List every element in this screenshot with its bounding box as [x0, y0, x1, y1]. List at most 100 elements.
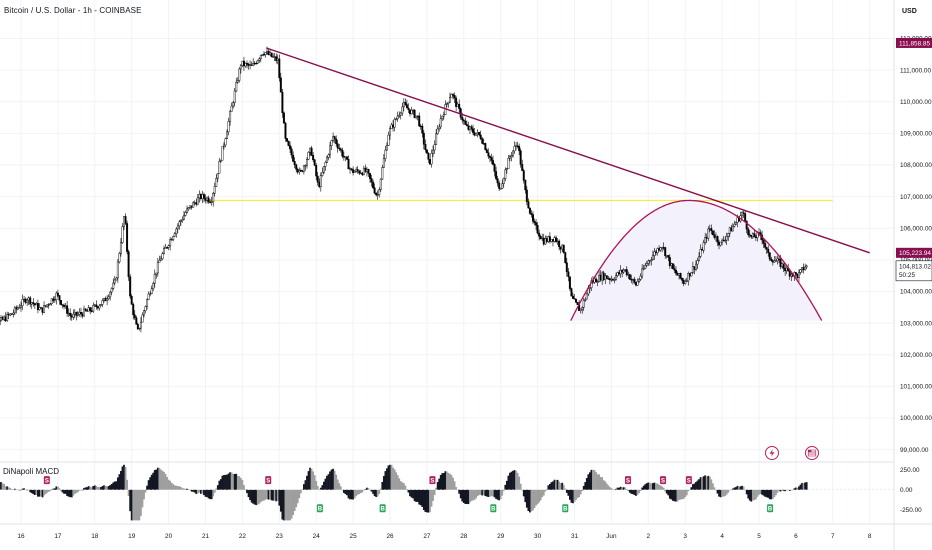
macd-bar	[502, 489, 505, 491]
macd-bar	[284, 489, 287, 521]
macd-bar	[553, 479, 556, 490]
candle-body	[475, 133, 478, 136]
candle-body	[147, 293, 150, 300]
candle-body	[372, 181, 375, 189]
signal-label: S	[661, 478, 665, 484]
candle-body	[273, 56, 276, 58]
candle-body	[439, 118, 442, 128]
trendline-price-tag[interactable]	[896, 37, 932, 48]
candle-body	[633, 279, 636, 283]
macd-bar	[207, 489, 210, 499]
candle-body	[292, 154, 295, 162]
macd-bar	[32, 489, 35, 495]
macd-bar	[613, 489, 616, 491]
signal-badge[interactable]	[316, 504, 323, 513]
candle-body	[29, 297, 32, 305]
candle-body	[384, 149, 387, 159]
macd-bar	[625, 489, 628, 490]
macd-bar	[529, 489, 531, 513]
candle-body	[253, 62, 256, 65]
candle-body	[608, 278, 611, 281]
macd-bar	[33, 489, 36, 496]
macd-bar	[361, 489, 364, 493]
signal-badge[interactable]	[660, 476, 667, 485]
candle-body	[409, 109, 411, 114]
macd-bar	[366, 487, 368, 490]
macd-bar	[524, 489, 527, 503]
macd-bar	[801, 482, 803, 490]
macd-bar	[21, 488, 24, 490]
trendline[interactable]	[266, 47, 870, 254]
signal-badge[interactable]	[429, 476, 436, 485]
macd-bar	[473, 489, 476, 500]
macd-bar	[286, 489, 288, 521]
macd-bar	[575, 489, 577, 501]
signal-badge[interactable]	[379, 504, 386, 513]
macd-bar	[204, 489, 207, 497]
macd-bar	[89, 486, 92, 490]
candle-body	[548, 236, 551, 242]
candle-body	[568, 276, 571, 289]
candle-body	[624, 269, 627, 271]
candle-body	[450, 94, 453, 98]
symbol-title[interactable]: Bitcoin / U.S. Dollar - 1h - COINBASE	[4, 6, 142, 15]
macd-bar	[106, 486, 108, 490]
macd-bar	[708, 476, 711, 490]
candle-body	[395, 118, 398, 120]
us-flag-icon[interactable]	[805, 446, 819, 460]
candle-body	[12, 312, 15, 315]
macd-bar	[636, 489, 639, 495]
lightning-alert-icon[interactable]	[765, 446, 779, 460]
macd-bar	[115, 481, 118, 490]
candle-body	[47, 304, 50, 306]
macd-bar	[621, 487, 624, 490]
candle-body	[315, 165, 318, 177]
candle-body	[519, 150, 522, 165]
candle-body	[150, 288, 153, 294]
candle-body	[264, 52, 267, 55]
indicator-title[interactable]: DiNapoli MACD	[3, 467, 60, 476]
candle-body	[425, 149, 428, 154]
candle-body	[691, 266, 694, 273]
macd-bar	[140, 489, 142, 516]
time-axis[interactable]: 16 17 18 19 20 21 22 23 24 25 26 27 28 29 30 31 Jun 2 3 4 5 6…	[17, 533, 871, 540]
candle-body	[399, 112, 402, 116]
candle-body	[495, 171, 498, 179]
macd-bar	[461, 489, 464, 502]
candle-body	[413, 109, 416, 118]
candle-body	[404, 102, 407, 105]
candle-body	[130, 295, 133, 305]
candle-body	[15, 307, 18, 310]
macd-bar	[327, 474, 330, 490]
macd-bar	[198, 489, 201, 493]
macd-bar	[210, 489, 213, 500]
arc-line[interactable]	[570, 199, 823, 321]
macd-bar	[287, 489, 290, 521]
candle-body	[193, 202, 196, 204]
time-tick-label: 5	[757, 533, 761, 540]
macd-bar	[163, 471, 165, 490]
signal-badge[interactable]	[490, 504, 497, 513]
candle-body	[135, 317, 138, 325]
signal-badge[interactable]	[685, 476, 692, 485]
candle-body	[178, 221, 181, 227]
macd-bar	[40, 489, 42, 497]
candle-body	[132, 304, 135, 316]
candle-body	[405, 104, 408, 109]
last-price-tag[interactable]	[895, 260, 932, 282]
signal-badge[interactable]	[265, 476, 272, 485]
candle-body	[227, 121, 230, 133]
signal-badge[interactable]	[767, 504, 774, 513]
macd-bar	[662, 487, 665, 490]
macd-bar	[632, 489, 634, 495]
signal-badge[interactable]	[625, 476, 632, 485]
signal-badge[interactable]	[562, 504, 569, 513]
macd-bar	[672, 489, 674, 501]
trendline-price-tag[interactable]	[896, 247, 932, 258]
currency-label[interactable]: USD	[902, 8, 917, 15]
signal-badge[interactable]	[43, 476, 50, 485]
candle-body	[3, 316, 6, 320]
candle-body	[476, 132, 479, 134]
candle-body	[322, 166, 325, 173]
